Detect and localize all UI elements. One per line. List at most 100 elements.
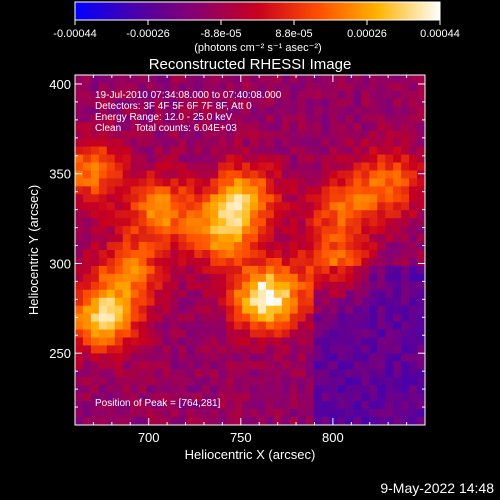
- heatmap-cell: [305, 162, 315, 172]
- heatmap-cell: [361, 417, 370, 425]
- heatmap-cell: [162, 337, 172, 347]
- heatmap-cell: [361, 178, 370, 187]
- heatmap-cell: [250, 106, 259, 116]
- heatmap-cell: [226, 90, 235, 100]
- heatmap-cell: [234, 385, 243, 394]
- heatmap-cell: [75, 122, 84, 132]
- heatmap-cell: [98, 114, 108, 124]
- heatmap-cell: [186, 281, 195, 291]
- heatmap-cell: [313, 313, 323, 323]
- heatmap-cell: [361, 98, 370, 108]
- heatmap-cell: [409, 313, 418, 323]
- heatmap-cell: [337, 305, 347, 315]
- heatmap-cell: [305, 250, 315, 259]
- heatmap-cell: [242, 289, 251, 299]
- heatmap-cell: [353, 90, 362, 100]
- heatmap-cell: [186, 305, 195, 315]
- heatmap-cell: [210, 114, 219, 124]
- heatmap-cell: [138, 417, 148, 425]
- heatmap-cell: [226, 210, 235, 219]
- heatmap-cell: [313, 194, 323, 203]
- heatmap-cell: [417, 417, 425, 425]
- colorbar-tick-label: 0.00026: [347, 28, 387, 40]
- heatmap-cell: [170, 393, 179, 402]
- heatmap-cell: [178, 401, 187, 410]
- heatmap-cell: [210, 265, 219, 275]
- heatmap-cell: [130, 98, 140, 108]
- heatmap-cell: [114, 154, 124, 164]
- heatmap-cell: [98, 385, 108, 394]
- heatmap-cell: [210, 170, 219, 179]
- heatmap-cell: [186, 273, 195, 283]
- heatmap-cell: [154, 234, 164, 243]
- heatmap-cell: [154, 297, 164, 307]
- heatmap-cell: [289, 289, 299, 299]
- heatmap-cell: [377, 170, 386, 179]
- heatmap-cell: [90, 75, 100, 84]
- heatmap-cell: [393, 75, 402, 84]
- heatmap-cell: [98, 257, 108, 267]
- heatmap-cell: [297, 106, 307, 116]
- heatmap-cell: [194, 329, 203, 339]
- heatmap-cell: [202, 329, 211, 339]
- heatmap-cell: [329, 242, 339, 251]
- heatmap-cell: [417, 114, 425, 124]
- heatmap-cell: [305, 273, 315, 283]
- heatmap-cell: [385, 297, 394, 307]
- heatmap-cell: [361, 114, 370, 124]
- heatmap-cell: [361, 234, 370, 243]
- heatmap-cell: [289, 186, 299, 195]
- heatmap-cell: [313, 321, 323, 331]
- heatmap-cell: [369, 98, 378, 108]
- heatmap-cell: [289, 250, 299, 259]
- heatmap-cell: [122, 75, 132, 84]
- heatmap-cell: [273, 98, 283, 108]
- heatmap-cell: [98, 75, 108, 84]
- heatmap-cell: [250, 369, 259, 378]
- heatmap-cell: [234, 409, 243, 418]
- heatmap-cell: [289, 385, 299, 394]
- heatmap-cell: [321, 305, 331, 315]
- heatmap-cell: [186, 385, 195, 394]
- heatmap-cell: [409, 305, 418, 315]
- heatmap-cell: [409, 250, 418, 259]
- heatmap-cell: [114, 385, 124, 394]
- heatmap-cell: [114, 313, 124, 323]
- heatmap-cell: [138, 82, 148, 92]
- heatmap-cell: [122, 114, 132, 124]
- heatmap-cell: [202, 273, 211, 283]
- heatmap-cell: [170, 162, 179, 172]
- heatmap-cell: [162, 345, 172, 354]
- heatmap-cell: [329, 353, 339, 362]
- heatmap-cell: [242, 297, 251, 307]
- heatmap-cell: [226, 202, 235, 211]
- heatmap-cell: [90, 130, 100, 140]
- heatmap-cell: [257, 90, 267, 100]
- heatmap-cell: [90, 385, 100, 394]
- heatmap-cell: [361, 313, 370, 323]
- heatmap-cell: [377, 401, 386, 410]
- heatmap-cell: [154, 186, 164, 195]
- heatmap-cell: [202, 369, 211, 378]
- heatmap-cell: [194, 82, 203, 92]
- annotation-time-range: 19-Jul-2010 07:34:08.000 to 07:40:08.000: [95, 90, 282, 101]
- heatmap-cell: [409, 377, 418, 386]
- heatmap-cell: [98, 313, 108, 323]
- heatmap-cell: [321, 250, 331, 259]
- heatmap-cell: [122, 417, 132, 425]
- heatmap-cell: [178, 106, 187, 116]
- heatmap-cell: [393, 297, 402, 307]
- heatmap-cell: [130, 90, 140, 100]
- heatmap-cell: [186, 250, 195, 259]
- heatmap-cell: [345, 162, 354, 172]
- heatmap-cell: [305, 289, 315, 299]
- heatmap-cell: [194, 313, 203, 323]
- heatmap-cell: [305, 321, 315, 331]
- heatmap-cell: [281, 154, 291, 164]
- heatmap-cell: [305, 210, 315, 219]
- heatmap-cell: [409, 234, 418, 243]
- heatmap-cell: [202, 114, 211, 124]
- heatmap-cell: [242, 122, 251, 132]
- heatmap-cell: [98, 210, 108, 219]
- heatmap-cell: [345, 75, 354, 84]
